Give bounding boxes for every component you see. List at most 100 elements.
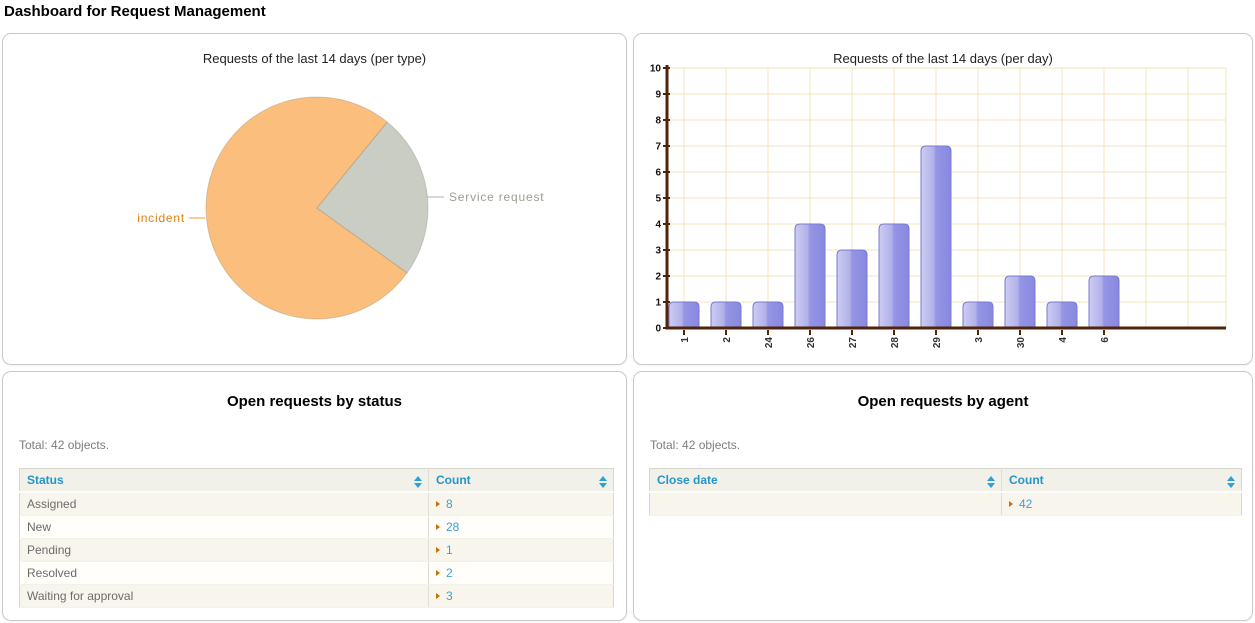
table-row[interactable]: Waiting for approval 3 <box>19 584 614 608</box>
bar-2[interactable] <box>710 301 742 329</box>
column-header-status[interactable]: Status <box>19 468 429 493</box>
sort-desc-icon <box>987 482 995 488</box>
count-cell: 28 <box>428 515 614 539</box>
page-title: Dashboard for Request Management <box>4 3 266 20</box>
bar-29[interactable] <box>920 145 952 329</box>
table-row[interactable]: 42 <box>649 492 1242 516</box>
svg-text:7: 7 <box>655 142 661 153</box>
svg-text:1: 1 <box>680 337 691 343</box>
drilldown-arrow-icon <box>1009 500 1013 507</box>
svg-text:5: 5 <box>655 194 661 205</box>
svg-text:8: 8 <box>655 116 661 127</box>
pie-label-service-request: Service request <box>449 190 544 204</box>
count-link[interactable]: 3 <box>446 589 453 603</box>
table-header-row: Status Count <box>19 468 614 493</box>
panel-open-requests-by-agent: Open requests by agent Total: 42 objects… <box>633 371 1253 621</box>
svg-text:10: 10 <box>650 64 662 75</box>
column-header-close-date[interactable]: Close date <box>649 468 1002 493</box>
bar-1[interactable] <box>668 301 700 329</box>
axis-ticks <box>663 67 1105 335</box>
column-header-label: Count <box>1009 472 1044 487</box>
svg-text:26: 26 <box>806 337 817 349</box>
data-table: Status Count Assigned 8 New 28 Pending 1 Resolve… <box>19 468 614 608</box>
bar-4[interactable] <box>1046 301 1078 329</box>
sort-asc-icon <box>987 475 995 481</box>
pie-label-incident: incident <box>137 211 185 225</box>
bar-28[interactable] <box>878 223 910 329</box>
pie-chart: incident Service request <box>137 96 544 320</box>
label-cell: Waiting for approval <box>19 584 429 608</box>
column-header-count[interactable]: Count <box>1001 468 1242 493</box>
label-cell: Assigned <box>19 492 429 516</box>
count-link[interactable]: 8 <box>446 497 453 511</box>
drilldown-arrow-icon <box>436 592 440 599</box>
bar-30[interactable] <box>1004 275 1036 329</box>
agent-panel-title: Open requests by agent <box>857 393 1029 410</box>
svg-text:27: 27 <box>848 337 859 349</box>
x-axis-labels: 1 2 24 26 27 28 29 3 30 4 6 <box>680 337 1111 349</box>
agent-table: Close date Count 42 <box>649 468 1242 516</box>
column-header-label: Close date <box>657 472 718 487</box>
bar-27[interactable] <box>836 249 868 329</box>
count-link[interactable]: 42 <box>1019 497 1033 511</box>
table-row[interactable]: Resolved 2 <box>19 561 614 585</box>
sort-desc-icon <box>414 482 422 488</box>
table-header-row: Close date Count <box>649 468 1242 493</box>
svg-text:0: 0 <box>655 324 661 335</box>
svg-text:1: 1 <box>655 298 661 309</box>
svg-text:9: 9 <box>655 90 661 101</box>
label-cell: New <box>19 515 429 539</box>
label-cell <box>649 492 1002 516</box>
table-row[interactable]: Pending 1 <box>19 538 614 562</box>
svg-text:2: 2 <box>655 272 661 283</box>
sort-desc-icon <box>1227 482 1235 488</box>
count-link[interactable]: 28 <box>446 520 460 534</box>
svg-text:2: 2 <box>722 337 733 343</box>
sort-asc-icon <box>1227 475 1235 481</box>
sort-icon[interactable] <box>599 475 607 488</box>
bar-chart: 0 1 2 3 4 5 6 7 8 9 10 1 2 24 26 27 28 29 3 30 4 6 <box>650 64 1227 349</box>
sort-icon[interactable] <box>1227 475 1235 488</box>
svg-text:30: 30 <box>1016 337 1027 349</box>
drilldown-arrow-icon <box>436 546 440 553</box>
svg-text:4: 4 <box>655 220 661 231</box>
count-link[interactable]: 1 <box>446 543 453 557</box>
column-header-label: Status <box>27 472 64 487</box>
sort-asc-icon <box>599 475 607 481</box>
label-cell: Resolved <box>19 561 429 585</box>
bar-chart-title: Requests of the last 14 days (per day) <box>833 51 1053 66</box>
label-cell: Pending <box>19 538 429 562</box>
panel-requests-per-day: 0 1 2 3 4 5 6 7 8 9 10 1 2 24 26 27 28 29 3 30 4 6 Requests o… <box>633 33 1253 365</box>
y-axis-labels: 0 1 2 3 4 5 6 7 8 9 10 <box>650 64 662 335</box>
agent-total-count: Total: 42 objects. <box>650 438 741 452</box>
sort-icon[interactable] <box>987 475 995 488</box>
table-row[interactable]: New 28 <box>19 515 614 539</box>
svg-text:24: 24 <box>764 337 775 349</box>
status-panel-title: Open requests by status <box>226 393 403 410</box>
svg-text:4: 4 <box>1058 337 1069 343</box>
pie-slice-service-request[interactable] <box>316 121 429 274</box>
column-header-count[interactable]: Count <box>428 468 614 493</box>
bar-26[interactable] <box>794 223 826 329</box>
bar-3[interactable] <box>962 301 994 329</box>
pie-slice-incident[interactable] <box>205 96 408 320</box>
drilldown-arrow-icon <box>436 569 440 576</box>
count-cell: 3 <box>428 584 614 608</box>
column-header-label: Count <box>436 472 471 487</box>
sort-asc-icon <box>414 475 422 481</box>
count-cell: 8 <box>428 492 614 516</box>
svg-text:6: 6 <box>655 168 661 179</box>
svg-text:3: 3 <box>974 337 985 343</box>
drilldown-arrow-icon <box>436 523 440 530</box>
count-link[interactable]: 2 <box>446 566 453 580</box>
panel-requests-per-type: incident Service request Requests of the … <box>2 33 627 365</box>
drilldown-arrow-icon <box>436 500 440 507</box>
bar-24[interactable] <box>752 301 784 329</box>
sort-desc-icon <box>599 482 607 488</box>
pie-chart-title: Requests of the last 14 days (per type) <box>202 51 427 66</box>
sort-icon[interactable] <box>414 475 422 488</box>
data-table: Close date Count 42 <box>649 468 1242 516</box>
table-row[interactable]: Assigned 8 <box>19 492 614 516</box>
bar-6[interactable] <box>1088 275 1120 329</box>
panel-open-requests-by-status: Open requests by status Total: 42 object… <box>2 371 627 621</box>
